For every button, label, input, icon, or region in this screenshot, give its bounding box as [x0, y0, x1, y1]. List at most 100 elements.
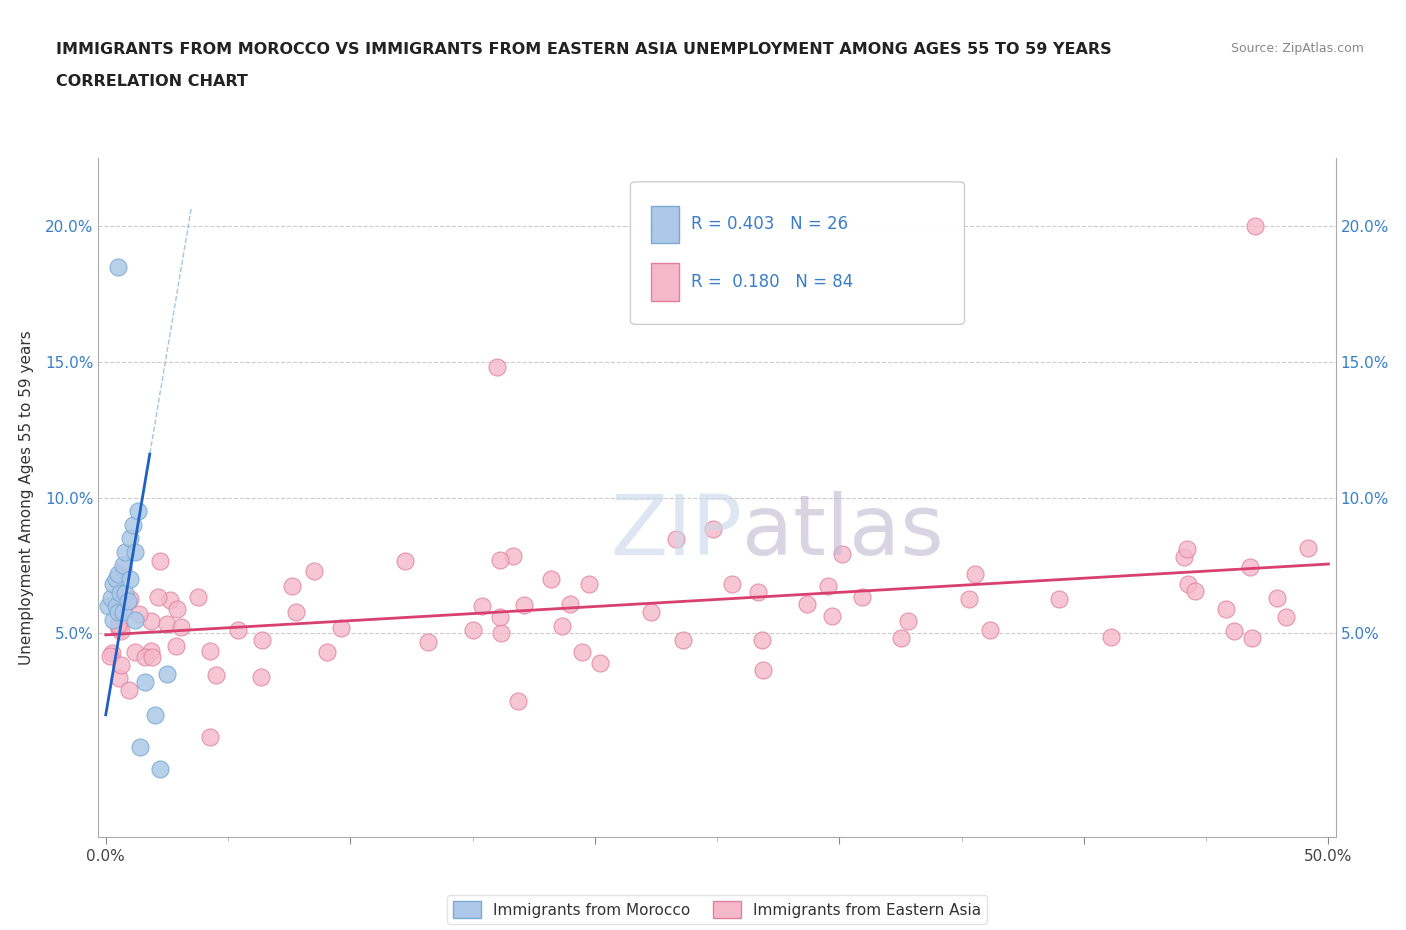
- Point: [156, 667, 179, 682]
- Point: [512, 597, 534, 612]
- Point: [551, 618, 574, 633]
- Point: [156, 617, 179, 631]
- Point: [108, 621, 131, 636]
- Text: IMMIGRANTS FROM MOROCCO VS IMMIGRANTS FROM EASTERN ASIA UNEMPLOYMENT AMONG AGES : IMMIGRANTS FROM MOROCCO VS IMMIGRANTS FR…: [56, 42, 1112, 57]
- Point: [114, 544, 136, 559]
- FancyBboxPatch shape: [651, 206, 679, 243]
- Text: R =  0.180   N = 84: R = 0.180 N = 84: [692, 272, 853, 291]
- Point: [506, 693, 529, 708]
- Point: [640, 604, 662, 619]
- Point: [664, 531, 686, 546]
- Point: [1173, 550, 1195, 565]
- Point: [110, 658, 132, 672]
- Text: CORRELATION CHART: CORRELATION CHART: [56, 74, 247, 89]
- Point: [139, 614, 162, 629]
- Point: [1099, 630, 1122, 644]
- Point: [461, 622, 484, 637]
- Point: [100, 591, 122, 605]
- Point: [304, 564, 326, 578]
- Point: [187, 590, 209, 604]
- Point: [416, 634, 439, 649]
- Point: [118, 591, 141, 606]
- Point: [107, 259, 129, 274]
- Point: [1215, 602, 1237, 617]
- Point: [702, 522, 724, 537]
- Y-axis label: Unemployment Among Ages 55 to 59 years: Unemployment Among Ages 55 to 59 years: [20, 330, 34, 665]
- Point: [101, 612, 124, 627]
- Point: [959, 591, 981, 606]
- Point: [471, 599, 494, 614]
- FancyBboxPatch shape: [651, 263, 679, 300]
- Text: R = 0.403   N = 26: R = 0.403 N = 26: [692, 215, 848, 232]
- Point: [124, 544, 146, 559]
- Point: [198, 644, 221, 658]
- Point: [1241, 631, 1264, 645]
- Point: [107, 618, 129, 633]
- Point: [979, 622, 1001, 637]
- Point: [1223, 623, 1246, 638]
- Point: [1184, 583, 1206, 598]
- Point: [751, 632, 773, 647]
- Point: [149, 553, 172, 568]
- Point: [170, 619, 193, 634]
- Point: [1296, 540, 1319, 555]
- Point: [578, 577, 600, 591]
- Point: [141, 649, 163, 664]
- Point: [165, 639, 187, 654]
- Point: [831, 547, 853, 562]
- Point: [110, 585, 132, 600]
- Point: [491, 625, 513, 640]
- Text: ZIP: ZIP: [610, 491, 742, 572]
- Point: [127, 504, 149, 519]
- Point: [1239, 559, 1261, 574]
- Point: [747, 585, 769, 600]
- Point: [817, 578, 839, 593]
- Point: [1275, 609, 1298, 624]
- Point: [148, 762, 170, 777]
- Point: [226, 623, 249, 638]
- Point: [120, 572, 142, 587]
- Point: [965, 567, 987, 582]
- Point: [329, 621, 352, 636]
- Point: [502, 549, 524, 564]
- Text: Source: ZipAtlas.com: Source: ZipAtlas.com: [1230, 42, 1364, 55]
- Point: [117, 593, 139, 608]
- Point: [111, 604, 134, 619]
- Point: [488, 552, 510, 567]
- Point: [166, 602, 188, 617]
- Point: [205, 668, 228, 683]
- Point: [672, 632, 695, 647]
- Point: [890, 631, 912, 645]
- Point: [796, 597, 818, 612]
- Point: [489, 609, 512, 624]
- FancyBboxPatch shape: [630, 182, 965, 325]
- Point: [112, 561, 135, 576]
- Point: [139, 644, 162, 658]
- Point: [98, 649, 121, 664]
- Point: [751, 662, 773, 677]
- Point: [558, 597, 581, 612]
- Point: [1265, 591, 1288, 605]
- Point: [121, 517, 143, 532]
- Point: [571, 644, 593, 659]
- Point: [134, 649, 156, 664]
- Point: [897, 614, 920, 629]
- Point: [159, 592, 181, 607]
- Point: [107, 566, 129, 581]
- Point: [104, 599, 127, 614]
- Point: [107, 604, 129, 619]
- Point: [97, 599, 120, 614]
- Point: [1049, 591, 1071, 606]
- Point: [124, 644, 146, 659]
- Point: [720, 577, 742, 591]
- Point: [108, 671, 131, 685]
- Point: [134, 675, 156, 690]
- Point: [1177, 577, 1199, 591]
- Point: [198, 729, 221, 744]
- Point: [1244, 219, 1267, 233]
- Point: [110, 623, 132, 638]
- Point: [250, 633, 273, 648]
- Point: [1175, 541, 1198, 556]
- Point: [316, 644, 339, 659]
- Point: [485, 360, 508, 375]
